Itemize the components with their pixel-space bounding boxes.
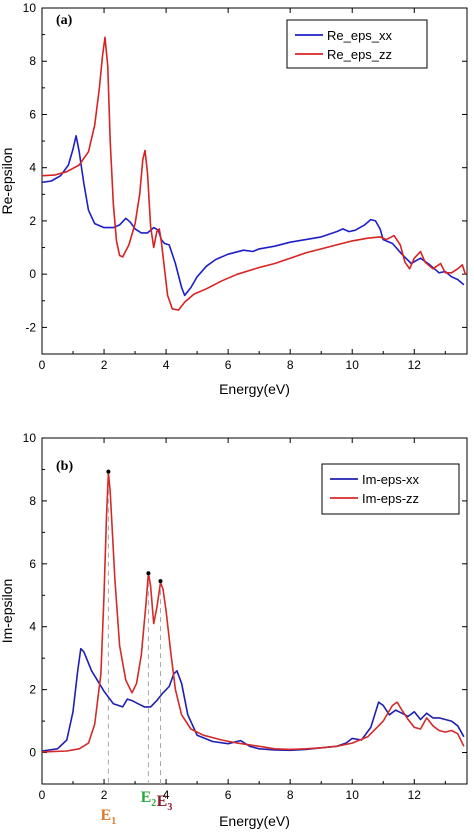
x-tick-label: 6: [225, 788, 232, 802]
panel-label: (a): [56, 13, 73, 28]
peak-label-subscript: 3: [167, 802, 172, 813]
peak-label-e3: E3: [157, 793, 173, 813]
x-tick-label: 8: [287, 788, 294, 802]
x-tick-label: 0: [39, 788, 46, 802]
x-axis-title: Energy(eV): [219, 813, 290, 829]
peak-point: [106, 469, 111, 474]
y-tick-label: 10: [23, 1, 37, 15]
peak-label-subscript: 1: [111, 816, 116, 827]
legend-box: [286, 19, 428, 69]
panel-label: (b): [56, 459, 73, 474]
x-tick-label: 4: [163, 358, 170, 372]
y-axis-title: Re-epsilon: [0, 148, 15, 215]
y-tick-label: 4: [29, 161, 36, 175]
peak-point: [146, 571, 151, 576]
x-tick-label: 12: [408, 788, 422, 802]
x-tick-label: 10: [346, 788, 360, 802]
series-line-xx: [42, 647, 465, 752]
panel-b-im-epsilon: 0 2 4 6 8 10 120246810Energy(eV)Im-epsilon(b)E…: [0, 431, 468, 829]
legend-label: Re_eps_zz: [327, 47, 392, 62]
x-tick-label: 4: [163, 788, 170, 802]
x-tick-label: 12: [408, 358, 422, 372]
x-tick-label: 2: [101, 358, 108, 372]
x-axis-title: Energy(eV): [219, 381, 290, 397]
peak-label-e2: E2: [141, 789, 157, 809]
plot-frame: [41, 7, 468, 355]
y-tick-label: 0: [29, 746, 36, 760]
x-tick-label: 2: [101, 788, 108, 802]
peak-label-subscript: 2: [151, 798, 156, 809]
y-tick-label: 10: [23, 431, 37, 445]
series-line-zz: [42, 36, 467, 311]
plot-frame: [41, 437, 468, 785]
series-line-xx: [42, 135, 465, 297]
peak-label-e1: E1: [101, 807, 117, 827]
y-tick-label: 2: [29, 214, 36, 228]
series-line-zz: [42, 471, 465, 753]
y-tick-label: 0: [29, 267, 36, 281]
y-tick-label: 8: [29, 494, 36, 508]
peak-point: [158, 579, 163, 584]
legend-box: [321, 463, 460, 515]
y-axis-title: Im-epsilon: [0, 579, 15, 644]
y-tick-label: 4: [29, 620, 36, 634]
legend-label: Im-eps-xx: [362, 472, 420, 487]
y-tick-label: 6: [29, 107, 36, 121]
x-tick-label: 8: [287, 358, 294, 372]
y-tick-label: 2: [29, 683, 36, 697]
x-tick-label: 6: [225, 358, 232, 372]
y-tick-label: -2: [25, 320, 36, 334]
y-tick-label: 6: [29, 557, 36, 571]
panel-a-re-epsilon: 0 2 4 6 8 10 12 -2 0 2 4 6 8 10 Energy(eV) Re-epsilon (a…: [0, 1, 468, 397]
y-tick-label: 8: [29, 54, 36, 68]
legend-label: Im-eps-zz: [362, 491, 419, 506]
x-tick-label: 0: [39, 358, 46, 372]
legend-label: Re_eps_xx: [327, 28, 393, 43]
x-tick-label: 10: [346, 358, 360, 372]
